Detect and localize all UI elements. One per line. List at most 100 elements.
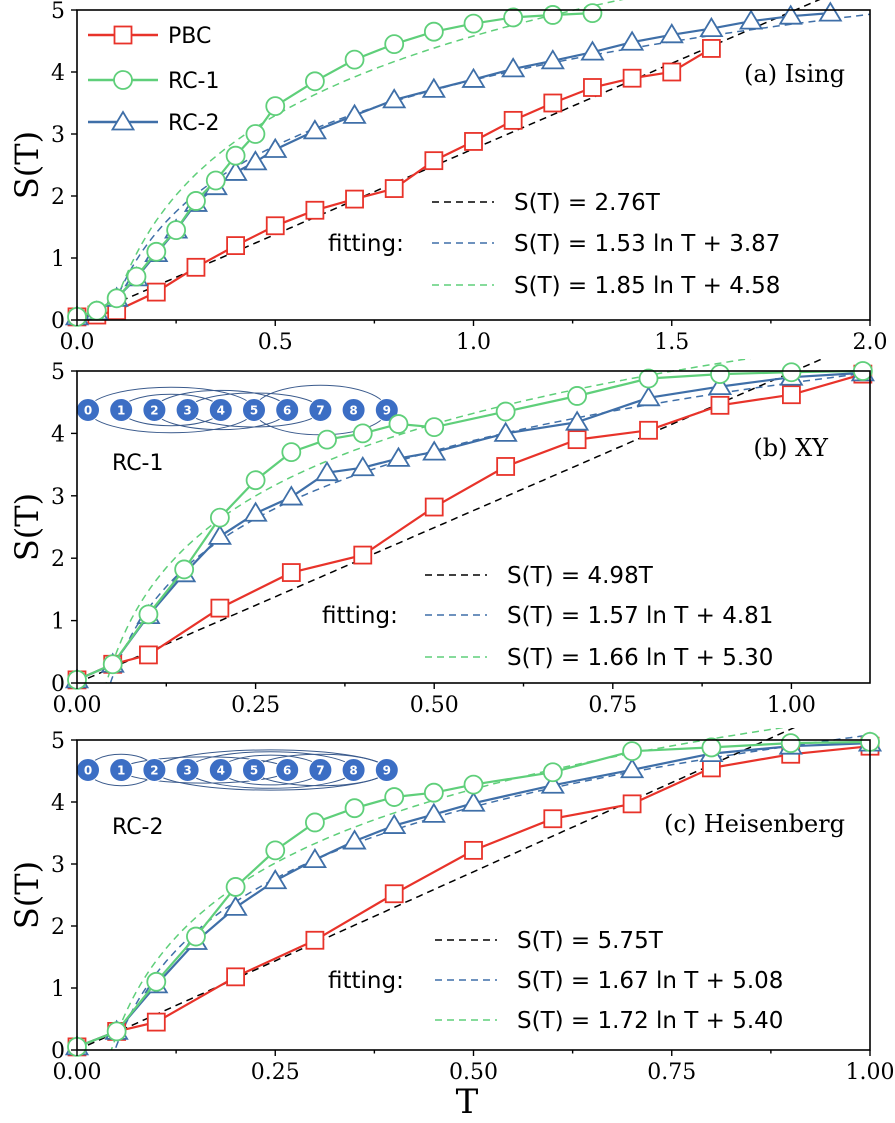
data-point-rc-1 xyxy=(463,774,484,795)
y-tick-label: 5 xyxy=(51,360,65,385)
data-point-pbc xyxy=(464,840,483,860)
data-point-rc-2 xyxy=(620,758,645,779)
data-point-rc-2 xyxy=(302,119,327,140)
inset-node xyxy=(308,758,333,782)
inset-node xyxy=(275,758,300,782)
fit-legend-text: S(T) = 1.57 ln T + 4.81 xyxy=(507,603,773,629)
data-point-rc-2 xyxy=(580,40,605,61)
y-tick-label: 4 xyxy=(51,422,65,447)
data-point-rc-2 xyxy=(636,386,661,407)
y-tick-label: 4 xyxy=(51,61,65,86)
fit-legend-text: S(T) = 1.67 ln T + 5.08 xyxy=(517,968,783,994)
inset-node xyxy=(109,398,134,422)
inset-node xyxy=(374,398,399,422)
legend-label-rc-1: RC-1 xyxy=(168,69,220,94)
inset-node xyxy=(275,398,300,422)
data-point-pbc xyxy=(464,132,483,151)
data-point-rc-2 xyxy=(207,524,232,545)
data-point-rc-1 xyxy=(174,559,195,580)
data-point-pbc xyxy=(146,282,166,302)
data-point-pbc xyxy=(281,563,301,582)
inset-node-label: 1 xyxy=(117,764,125,778)
data-point-rc-2 xyxy=(699,16,724,37)
x-tick-label: 0.00 xyxy=(53,1060,102,1085)
inset-node xyxy=(374,758,399,782)
data-point-rc-1 xyxy=(582,3,603,24)
data-point-rc-1 xyxy=(423,21,444,42)
y-tick-label: 5 xyxy=(51,729,65,754)
data-point-rc-2 xyxy=(243,501,268,522)
inset-diagram-rc-1: 0 1 2 3 4 5 6 7 8 9 RC-1 xyxy=(76,384,399,476)
y-tick-label: 0 xyxy=(51,1039,65,1064)
inset-node xyxy=(109,758,134,782)
data-point-pbc xyxy=(622,68,642,88)
x-tick-label: 0.5 xyxy=(258,330,293,355)
data-point-rc-2 xyxy=(778,4,803,25)
inset-node-label: 6 xyxy=(283,404,291,418)
data-point-pbc xyxy=(543,93,563,113)
data-point-pbc xyxy=(226,236,246,256)
data-point-pbc xyxy=(139,645,158,665)
data-point-rc-1 xyxy=(138,604,159,625)
data-point-rc-2 xyxy=(350,455,375,477)
plot-frame xyxy=(76,370,871,684)
inset-node-label: 5 xyxy=(250,404,258,418)
data-point-rc-1 xyxy=(186,191,206,211)
data-point-rc-1 xyxy=(86,300,107,321)
panel-label: (b) XY xyxy=(753,434,829,462)
inset-node-label: 5 xyxy=(250,764,258,778)
x-axis-label: T xyxy=(456,1082,479,1122)
y-tick-label: 2 xyxy=(51,915,65,940)
inset-diagram-rc-2: 0 1 2 3 4 5 6 7 8 9 RC-2 xyxy=(76,749,399,840)
fit-curve-2 xyxy=(110,728,786,1050)
inset-node-label: 4 xyxy=(217,764,225,778)
inset-node-label: 8 xyxy=(349,404,357,418)
inset-node xyxy=(142,398,167,422)
inset-node-label: 1 xyxy=(117,404,125,418)
data-point-pbc xyxy=(496,457,516,476)
inset-node xyxy=(308,398,333,422)
y-tick-label: 2 xyxy=(51,547,65,572)
y-tick-label: 3 xyxy=(51,123,65,148)
x-tick-label: 1.00 xyxy=(767,693,816,718)
data-point-rc-2 xyxy=(386,446,411,467)
data-point-pbc xyxy=(662,62,682,82)
data-point-rc-1 xyxy=(622,741,642,762)
data-point-rc-2 xyxy=(243,150,268,171)
panel-c-heisenberg: S(T) 0 1 2 3 4 5 6 7 8 9 RC-2 0.00 0.25 0.50 0.75 1.00 0 1… xyxy=(8,728,895,1085)
y-tick-label: 5 xyxy=(51,0,65,24)
data-point-rc-1 xyxy=(186,926,206,947)
legend-marker-rc-2 xyxy=(110,110,136,131)
inset-node xyxy=(341,398,366,422)
x-tick-label: 0.50 xyxy=(449,1060,498,1085)
data-point-pbc xyxy=(424,151,444,171)
x-tick-label: 1.0 xyxy=(456,330,491,355)
x-tick-label: 0.50 xyxy=(410,693,459,718)
x-tick-label: 1.00 xyxy=(846,1060,895,1085)
data-point-pbc xyxy=(305,200,325,220)
data-point-rc-1 xyxy=(542,5,563,25)
legend-label-pbc: PBC xyxy=(168,24,211,49)
data-point-rc-1 xyxy=(638,368,659,389)
inset-node-label: 9 xyxy=(383,404,391,418)
data-point-rc-1 xyxy=(245,470,266,491)
inset-node-label: 2 xyxy=(150,764,158,778)
inset-arc xyxy=(120,393,222,427)
y-tick-label: 2 xyxy=(51,185,65,210)
data-point-pbc xyxy=(567,430,587,450)
x-tick-label: 0.75 xyxy=(588,693,637,718)
data-point-rc-1 xyxy=(205,170,226,191)
data-point-rc-1 xyxy=(503,7,524,28)
inset-node-label: 3 xyxy=(183,764,191,778)
series-line-rc-1 xyxy=(77,740,870,1048)
data-point-pbc xyxy=(353,545,373,565)
data-point-pbc xyxy=(210,598,230,618)
y-axis-label: S(T) xyxy=(8,493,46,561)
data-point-rc-2 xyxy=(279,485,304,506)
data-point-rc-2 xyxy=(818,1,843,22)
inset-node xyxy=(142,758,167,782)
x-tick-label: 0.0 xyxy=(60,330,95,355)
x-tick-label: 0.00 xyxy=(53,693,102,718)
data-point-pbc xyxy=(265,216,285,236)
